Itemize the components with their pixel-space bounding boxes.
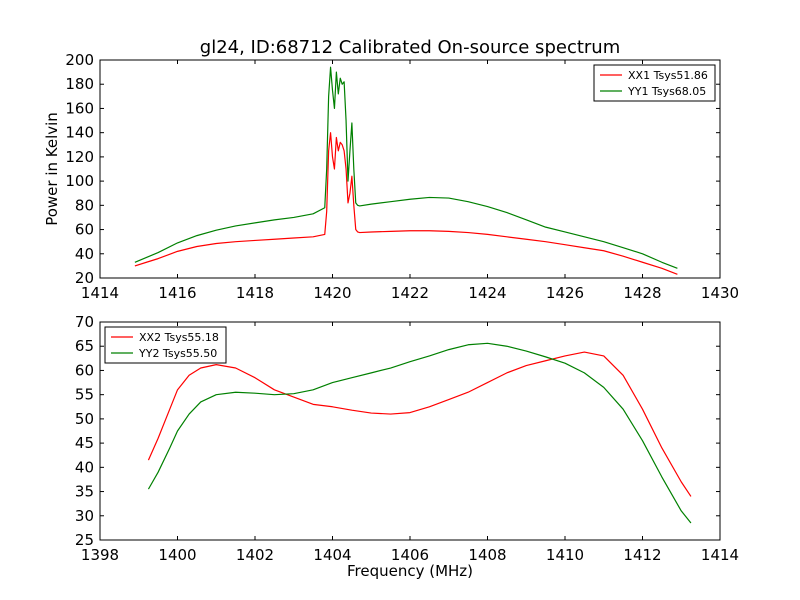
x-tick-label: 1398	[81, 546, 119, 564]
y-tick-label: 35	[75, 483, 94, 501]
y-tick-label: 80	[75, 196, 94, 214]
series-line-2	[147, 342, 692, 524]
y-tick-label: 55	[75, 386, 94, 404]
x-tick-label: 1424	[468, 284, 506, 302]
legend-entry: XX1 Tsys51.86	[628, 69, 708, 82]
y-tick-label: 70	[75, 313, 94, 331]
y-axis-label: Power in Kelvin	[43, 112, 61, 226]
x-tick-label: 1414	[701, 546, 739, 564]
y-tick-label: 50	[75, 410, 94, 428]
x-tick-label: 1400	[158, 546, 196, 564]
y-tick-label: 120	[65, 148, 94, 166]
y-tick-label: 100	[65, 172, 94, 190]
x-axis-label: Frequency (MHz)	[347, 562, 473, 580]
y-tick-label: 180	[65, 75, 94, 93]
chart-title: gl24, ID:68712 Calibrated On-source spec…	[200, 37, 620, 58]
legend-entry: XX2 Tsys55.18	[139, 331, 219, 344]
y-tick-label: 40	[75, 458, 94, 476]
x-tick-label: 1412	[623, 546, 661, 564]
bottom-plot: 1398 1400 1402 1404 1406 1408 1410 1412 1414 25 30…	[75, 313, 739, 564]
series-line-1	[134, 132, 678, 275]
y-tick-label: 20	[75, 269, 94, 287]
series-line-2	[134, 66, 678, 269]
legend-box	[593, 64, 716, 102]
y-tick-label: 45	[75, 434, 94, 452]
y-tick-label: 25	[75, 531, 94, 549]
y-tick-label: 60	[75, 221, 94, 239]
top-plot: 1414 1416 1418 1420 1422 1424 1426 1428 1430 20 40…	[65, 51, 739, 302]
x-tick-label: 1416	[158, 284, 196, 302]
x-tick-label: 1410	[546, 546, 584, 564]
x-tick-label: 1406	[391, 546, 429, 564]
y-tick-label: 40	[75, 245, 94, 263]
x-tick-label: 1418	[236, 284, 274, 302]
x-tick-label: 1420	[313, 284, 351, 302]
x-tick-label: 1414	[81, 284, 119, 302]
y-tick-label: 160	[65, 99, 94, 117]
x-tick-label: 1422	[391, 284, 429, 302]
y-tick-label: 140	[65, 124, 94, 142]
x-tick-label: 1430	[701, 284, 739, 302]
y-tick-label: 200	[65, 51, 94, 69]
x-tick-label: 1404	[313, 546, 351, 564]
y-tick-label: 65	[75, 337, 94, 355]
y-tick-label: 60	[75, 361, 94, 379]
x-tick-label: 1402	[236, 546, 274, 564]
legend-entry: YY2 Tsys55.50	[138, 347, 217, 360]
x-tick-label: 1428	[623, 284, 661, 302]
legend: XX1 Tsys51.86 YY1 Tsys68.05	[593, 64, 716, 102]
legend-box	[104, 326, 227, 364]
x-tick-label: 1408	[468, 546, 506, 564]
legend: XX2 Tsys55.18 YY2 Tsys55.50	[104, 326, 227, 364]
x-tick-label: 1426	[546, 284, 584, 302]
y-tick-label: 30	[75, 507, 94, 525]
series-line-1	[147, 351, 692, 497]
legend-entry: YY1 Tsys68.05	[627, 85, 706, 98]
